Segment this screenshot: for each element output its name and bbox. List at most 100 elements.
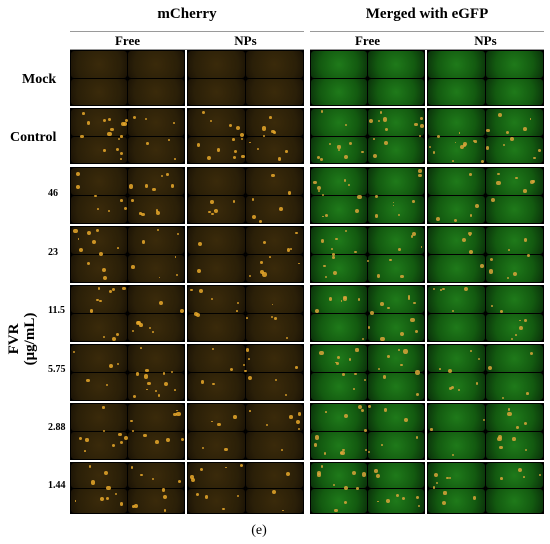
- fluorescent-spot: [507, 276, 510, 279]
- fluorescent-spot: [145, 117, 148, 121]
- fluorescent-spot: [316, 155, 321, 160]
- well-tile: [428, 488, 485, 513]
- fluorescent-spot: [374, 195, 379, 199]
- fluorescent-spot: [524, 422, 528, 426]
- fluorescent-spot: [533, 156, 536, 160]
- well-tile: [486, 373, 543, 400]
- fluorescent-spot: [480, 264, 484, 269]
- fluorescent-spot: [506, 131, 510, 135]
- fluorescent-spot: [103, 336, 106, 339]
- well-tile: [188, 463, 245, 488]
- image-panel: [70, 285, 185, 342]
- row-label-mock: Mock: [22, 72, 57, 87]
- well-tile: [368, 255, 424, 282]
- fluorescent-spot: [130, 419, 133, 423]
- fluorescent-spot: [134, 503, 138, 508]
- fluorescent-spot: [210, 199, 214, 204]
- fluorescent-spot: [211, 348, 214, 351]
- fluorescent-spot: [123, 121, 128, 126]
- fluorescent-spot: [380, 336, 385, 341]
- fluorescent-spot: [510, 337, 513, 341]
- fluorescent-spot: [193, 311, 198, 316]
- well-tile: [486, 136, 543, 163]
- fluorescent-spot: [321, 215, 324, 218]
- image-panel: [427, 285, 544, 342]
- fluorescent-spot: [532, 180, 535, 183]
- fluorescent-spot: [450, 385, 454, 389]
- fluorescent-spot: [379, 111, 383, 114]
- fluorescent-spot: [316, 186, 321, 191]
- image-panel: [310, 462, 425, 514]
- fluorescent-spot: [155, 209, 159, 212]
- fluorescent-spot: [367, 450, 370, 453]
- fluorescent-spot: [449, 476, 452, 480]
- fluorescent-spot: [84, 450, 86, 452]
- fluorescent-spot: [512, 272, 518, 277]
- fluorescent-spot: [172, 121, 175, 124]
- fluorescent-spot: [357, 194, 362, 200]
- row-label-control: Control: [10, 130, 57, 145]
- fluorescent-spot: [86, 121, 91, 125]
- fluorescent-spot: [107, 209, 110, 212]
- fluorescent-spot: [436, 135, 440, 139]
- fluorescent-spot: [417, 504, 421, 507]
- well-tile: [246, 463, 303, 488]
- image-panel: [310, 403, 425, 460]
- fluorescent-spot: [354, 250, 357, 254]
- fluorescent-spot: [530, 351, 534, 355]
- fluorescent-spot: [420, 246, 423, 249]
- fluorescent-spot: [433, 473, 438, 478]
- fluorescent-spot: [116, 332, 120, 336]
- fluorescent-spot: [170, 184, 175, 188]
- image-panel: [427, 344, 544, 401]
- fluorescent-spot: [242, 364, 246, 367]
- header-mcherry: mCherry: [157, 6, 217, 22]
- fluorescent-spot: [79, 437, 83, 441]
- fluorescent-spot: [166, 173, 170, 177]
- fluorescent-spot: [260, 261, 264, 264]
- well-tile: [311, 432, 367, 459]
- fluorescent-spot: [132, 394, 136, 398]
- fluorescent-spot: [464, 287, 469, 292]
- fluorescent-spot: [89, 309, 93, 313]
- well-tile: [368, 404, 424, 431]
- well-tile: [188, 168, 245, 195]
- fluorescent-spot: [361, 472, 367, 477]
- fluorescent-spot: [131, 504, 135, 508]
- image-panel: [187, 108, 304, 164]
- well-tile: [246, 404, 303, 431]
- well-tile: [188, 488, 245, 513]
- fluorescent-spot: [374, 214, 379, 218]
- fluorescent-spot: [395, 494, 399, 498]
- fluorescent-spot: [146, 388, 149, 391]
- well-tile: [486, 432, 543, 459]
- fluorescent-spot: [96, 207, 99, 210]
- fluorescent-spot: [136, 320, 141, 325]
- fluorescent-spot: [348, 184, 350, 186]
- fluorescent-spot: [342, 373, 346, 376]
- image-panel: [310, 50, 425, 106]
- fluorescent-spot: [298, 262, 300, 265]
- fluorescent-spot: [118, 432, 123, 437]
- fluorescent-spot: [262, 272, 267, 277]
- fluorescent-spot: [397, 248, 401, 252]
- fluorescent-spot: [271, 303, 274, 306]
- well-tile: [246, 373, 303, 400]
- fluorescent-spot: [99, 300, 102, 303]
- fluorescent-spot: [523, 238, 527, 242]
- fluorescent-spot: [319, 350, 324, 356]
- well-tile: [71, 168, 127, 195]
- fluorescent-spot: [179, 309, 185, 314]
- fluorescent-spot: [120, 135, 123, 138]
- fluorescent-spot: [433, 486, 436, 489]
- well-tile: [188, 109, 245, 136]
- fluorescent-spot: [198, 288, 203, 293]
- fluorescent-spot: [146, 142, 149, 146]
- fluorescent-spot: [497, 172, 500, 176]
- fluorescent-spot: [289, 415, 294, 420]
- fluorescent-spot: [489, 257, 493, 261]
- fluorescent-spot: [133, 115, 137, 119]
- well-tile: [486, 463, 543, 488]
- fluorescent-spot: [76, 185, 81, 189]
- fluorescent-spot: [470, 214, 473, 217]
